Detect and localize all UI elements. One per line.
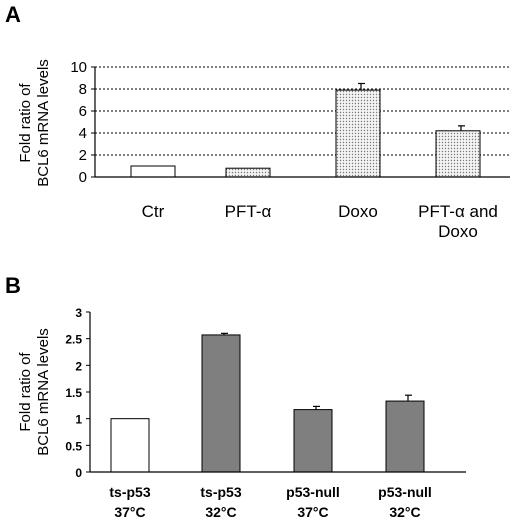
panel-a-y-ticks: 0 2 4 6 8 10 <box>70 59 95 186</box>
panel-b-ylabel-line1: Fold ratio of <box>17 352 34 432</box>
panel-b-category-label-2-1: 37°C <box>297 504 328 520</box>
panel-a-bar-1 <box>225 167 271 178</box>
panel-a-y-tick-label-4: 8 <box>79 81 87 98</box>
panel-b-y-tick-label-2: 1 <box>75 413 82 427</box>
panel-b-error-bar-1 <box>221 332 228 335</box>
panel-b-label: B <box>5 273 21 298</box>
panel-b-y-tick-label-1: 0.5 <box>65 439 82 453</box>
panel-b-y-tick-label-5: 2.5 <box>65 333 82 347</box>
panel-b-category-label-3-1: 32°C <box>389 504 420 520</box>
panel-b-error-bars <box>221 332 412 410</box>
panel-b-y-tick-label-4: 2 <box>75 359 82 373</box>
panel-a: A Fold ratio of BCL6 mRNA levels 0 2 4 6 8 10… <box>5 2 510 241</box>
panel-a-bar-2 <box>335 89 381 178</box>
panel-a-y-tick-label-3: 6 <box>79 103 87 120</box>
panel-a-error-bars <box>358 82 465 131</box>
panel-b-bar-2 <box>293 409 333 473</box>
panel-b-ylabel-line2: BCL6 mRNA levels <box>35 328 52 456</box>
panel-b-category-label-1-1: 32°C <box>205 504 236 520</box>
panel-b-y-ticks: 0 0.5 1 1.5 2 2.5 3 <box>65 306 90 480</box>
panel-b-error-bar-2 <box>313 405 320 410</box>
panel-a-category-label-3-1: Doxo <box>438 222 478 241</box>
panel-a-ylabel-line2: BCL6 mRNA levels <box>35 59 52 187</box>
panel-a-bars <box>130 89 481 178</box>
panel-a-category-label-0-0: Ctr <box>142 202 165 221</box>
panel-a-ylabel-line1: Fold ratio of <box>17 83 34 163</box>
panel-a-bar-3 <box>435 130 481 178</box>
panel-a-error-bar-2 <box>358 82 365 91</box>
panel-b-bar-1 <box>201 334 241 473</box>
panel-b-categories: ts-p53 37°C ts-p53 32°C p53-null 37°C p53-null… <box>109 484 431 520</box>
panel-b-category-label-3-0: p53-null <box>378 484 432 500</box>
panel-b-category-label-0-1: 37°C <box>114 504 145 520</box>
panel-b-bar-3 <box>385 400 425 473</box>
panel-b-y-tick-label-3: 1.5 <box>65 386 82 400</box>
panel-a-y-tick-label-5: 10 <box>70 59 87 76</box>
panel-a-bar-0 <box>130 165 176 178</box>
panel-b-category-label-2-0: p53-null <box>286 484 340 500</box>
panel-a-y-tick-label-2: 4 <box>79 125 87 142</box>
panel-a-error-bar-3 <box>458 125 465 131</box>
panel-b-category-label-1-0: ts-p53 <box>200 484 241 500</box>
panel-a-axes <box>94 67 510 178</box>
panel-b-y-tick-label-0: 0 <box>75 466 82 480</box>
panel-b-y-tick-label-6: 3 <box>75 306 82 320</box>
panel-b: B Fold ratio of BCL6 mRNA levels 0 0.5 1 1.… <box>5 273 466 520</box>
panel-a-label: A <box>5 2 21 27</box>
panel-a-category-label-1-0: PFT-α <box>225 202 272 221</box>
panel-b-bar-0 <box>110 418 150 473</box>
panel-a-category-label-3-0: PFT-α and <box>418 202 498 221</box>
panel-a-y-tick-label-0: 0 <box>79 169 87 186</box>
panel-b-bars <box>110 334 425 473</box>
panel-b-error-bar-3 <box>405 394 412 402</box>
panel-a-category-label-2-0: Doxo <box>338 202 378 221</box>
panel-b-category-label-0-0: ts-p53 <box>109 484 150 500</box>
panel-a-y-tick-label-1: 2 <box>79 147 87 164</box>
